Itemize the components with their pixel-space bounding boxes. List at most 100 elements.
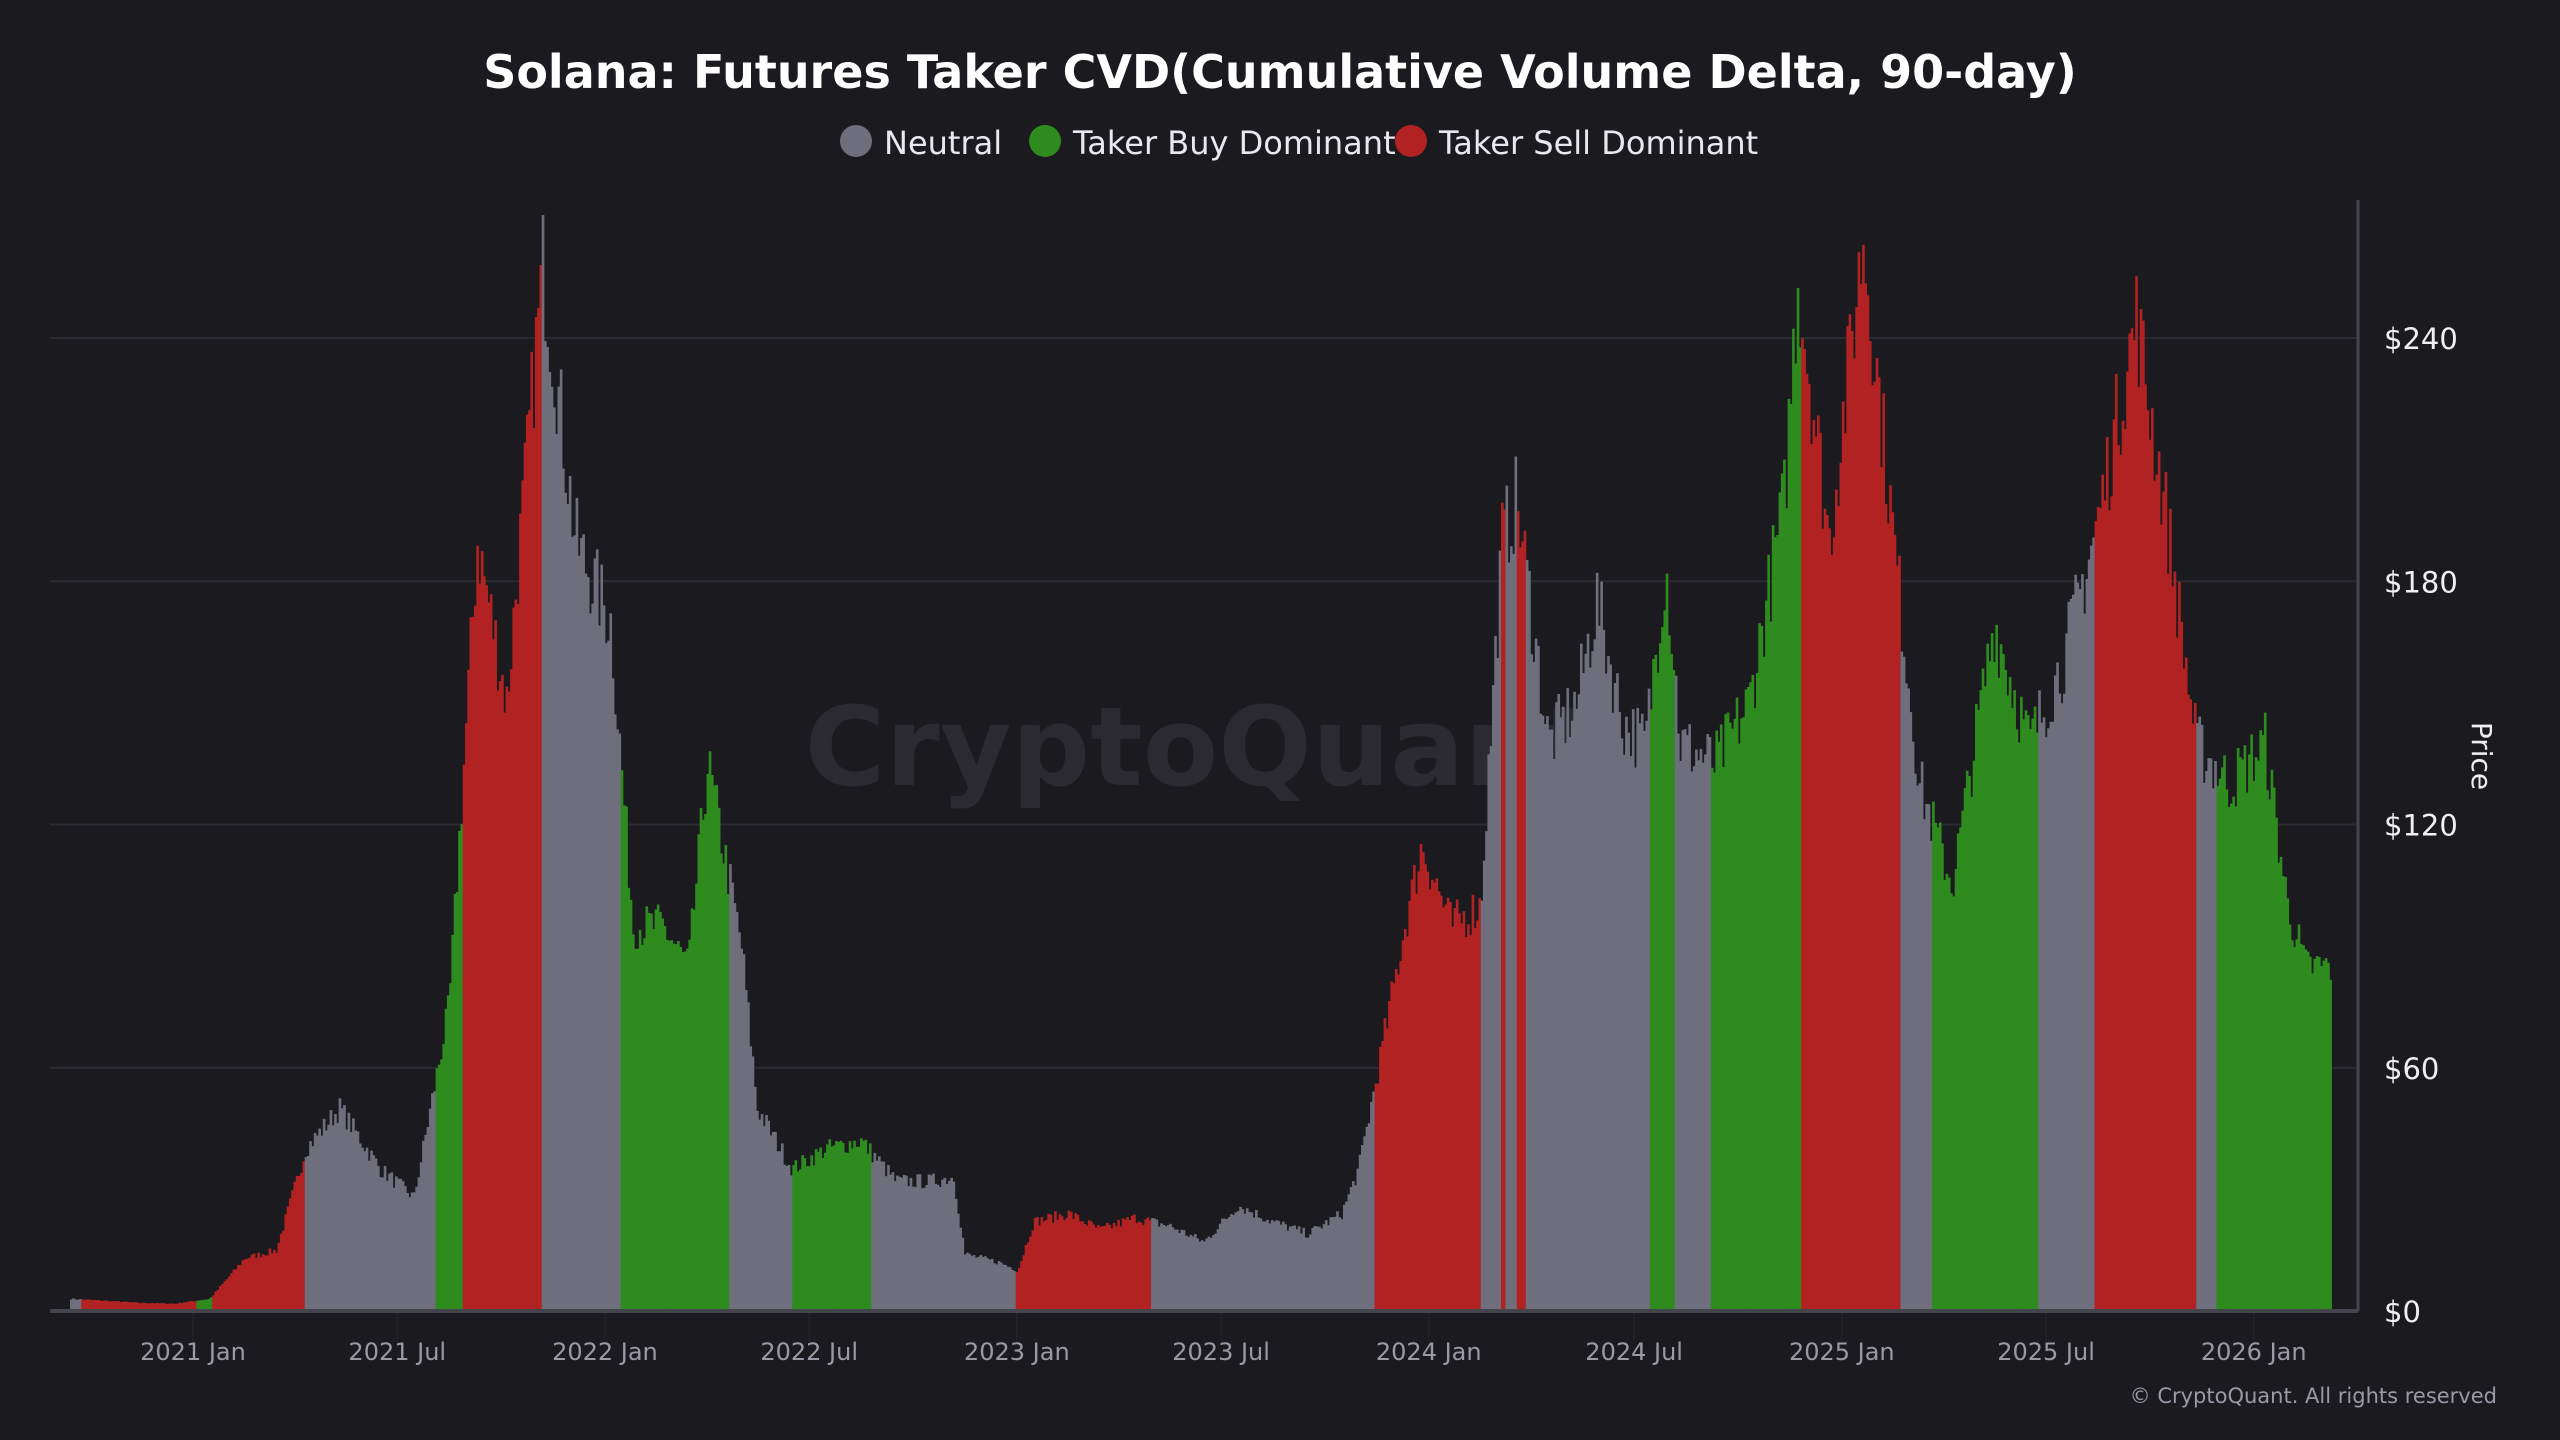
bar-neutral: [923, 1187, 926, 1311]
bar-neutral: [1295, 1229, 1299, 1311]
bar-neutral: [911, 1186, 915, 1311]
bar-taker-buy-dominant: [2259, 730, 2263, 1311]
bar-neutral: [1345, 1201, 1348, 1311]
bar-neutral: [1279, 1224, 1283, 1311]
bar-neutral: [2058, 693, 2062, 1311]
x-tick-label: 2021 Jul: [348, 1338, 446, 1366]
bar-neutral: [2042, 717, 2046, 1311]
legend-item-taker-sell[interactable]: Taker Sell Dominant: [1395, 124, 1758, 162]
bar-taker-sell-dominant: [110, 1301, 114, 1311]
bar-taker-sell-dominant: [1376, 1083, 1380, 1311]
bar-taker-sell-dominant: [1408, 900, 1412, 1311]
bar-taker-sell-dominant: [153, 1303, 157, 1311]
bar-taker-sell-dominant: [2096, 507, 2100, 1311]
bar-neutral: [943, 1177, 947, 1311]
bar-neutral: [2078, 589, 2082, 1311]
bar-neutral: [397, 1178, 400, 1311]
bar-neutral: [586, 576, 590, 1311]
bar-taker-buy-dominant: [792, 1165, 795, 1311]
bar-neutral: [1541, 715, 1545, 1311]
bar-neutral: [1153, 1218, 1157, 1311]
bar-taker-sell-dominant: [1841, 401, 1845, 1311]
bar-taker-sell-dominant: [101, 1300, 105, 1311]
bar-taker-sell-dominant: [2157, 451, 2161, 1311]
bar-taker-buy-dominant: [2245, 792, 2249, 1311]
bar-taker-buy-dominant: [850, 1148, 854, 1311]
bar-taker-sell-dominant: [171, 1303, 175, 1311]
bar-taker-buy-dominant: [643, 938, 646, 1311]
bar-taker-buy-dominant: [654, 909, 658, 1311]
legend-swatch-taker-sell: [1395, 125, 1427, 157]
x-tick-label: 2025 Jul: [1997, 1338, 2095, 1366]
bar-neutral: [1194, 1234, 1197, 1311]
bar-taker-sell-dominant: [1428, 889, 1432, 1311]
bar-taker-sell-dominant: [1839, 462, 1843, 1311]
bar-taker-sell-dominant: [1446, 897, 1450, 1311]
bar-neutral: [358, 1143, 362, 1311]
bar-taker-buy-dominant: [449, 983, 452, 1311]
bar-neutral: [929, 1175, 933, 1311]
bar-taker-sell-dominant: [1460, 923, 1464, 1311]
bar-neutral: [1920, 761, 1924, 1311]
bar-neutral: [1505, 485, 1509, 1312]
bar-taker-buy-dominant: [1934, 822, 1937, 1311]
bar-neutral: [1347, 1194, 1351, 1311]
bar-neutral: [331, 1125, 335, 1311]
bar-taker-sell-dominant: [1837, 506, 1840, 1311]
bar-neutral: [76, 1299, 80, 1311]
bar-neutral: [1918, 783, 1922, 1311]
bar-neutral: [309, 1141, 312, 1311]
bar-taker-buy-dominant: [1724, 714, 1728, 1311]
bar-neutral: [568, 476, 572, 1311]
bar-neutral: [966, 1252, 969, 1311]
bar-neutral: [1552, 759, 1556, 1311]
bar-neutral: [950, 1177, 953, 1311]
bar-taker-sell-dominant: [519, 513, 522, 1311]
bar-neutral: [1264, 1221, 1267, 1311]
bar-taker-buy-dominant: [1719, 724, 1723, 1311]
bar-neutral: [2085, 578, 2089, 1311]
bar-taker-sell-dominant: [216, 1289, 220, 1311]
bar-taker-buy-dominant: [706, 774, 710, 1311]
bar-neutral: [377, 1165, 380, 1311]
bar-neutral: [1607, 656, 1610, 1311]
bar-taker-buy-dominant: [2004, 669, 2007, 1311]
bar-taker-buy-dominant: [446, 995, 450, 1311]
bar-neutral: [419, 1162, 423, 1311]
bar-neutral: [582, 534, 585, 1311]
bar-neutral: [1189, 1234, 1193, 1311]
bar-taker-sell-dominant: [1142, 1224, 1145, 1311]
bar-taker-buy-dominant: [650, 913, 653, 1311]
bar-neutral: [1205, 1238, 1208, 1311]
bar-neutral: [1586, 633, 1590, 1311]
x-tick-label: 2024 Jan: [1376, 1338, 1482, 1366]
bar-taker-sell-dominant: [295, 1175, 299, 1311]
bar-neutral: [1234, 1212, 1238, 1311]
bar-neutral: [1322, 1224, 1326, 1311]
bar-neutral: [618, 733, 622, 1311]
bar-neutral: [939, 1187, 942, 1311]
bar-taker-sell-dominant: [1022, 1255, 1026, 1311]
bar-taker-buy-dominant: [817, 1151, 820, 1311]
legend-item-taker-buy[interactable]: Taker Buy Dominant: [1029, 124, 1396, 162]
bar-taker-sell-dominant: [1399, 961, 1403, 1311]
bar-taker-sell-dominant: [539, 265, 543, 1311]
bar-taker-sell-dominant: [117, 1301, 121, 1311]
bar-neutral: [936, 1184, 940, 1311]
bar-taker-buy-dominant: [857, 1146, 861, 1311]
legend-item-neutral[interactable]: Neutral: [840, 124, 1002, 162]
bar-neutral: [907, 1186, 911, 1311]
bar-taker-sell-dominant: [1397, 974, 1400, 1311]
bar-taker-sell-dominant: [1835, 489, 1838, 1311]
bar-neutral: [1561, 706, 1565, 1311]
bar-neutral: [1291, 1226, 1294, 1311]
bar-taker-buy-dominant: [853, 1140, 856, 1311]
bar-taker-sell-dominant: [124, 1301, 127, 1311]
bar-taker-buy-dominant: [1783, 459, 1786, 1312]
bar-neutral: [573, 535, 576, 1311]
bar-taker-sell-dominant: [2117, 445, 2120, 1311]
bar-taker-buy-dominant: [668, 940, 671, 1311]
bar-taker-buy-dominant: [2008, 676, 2012, 1311]
bar-neutral: [1361, 1145, 1364, 1311]
bar-neutral: [2212, 788, 2215, 1311]
